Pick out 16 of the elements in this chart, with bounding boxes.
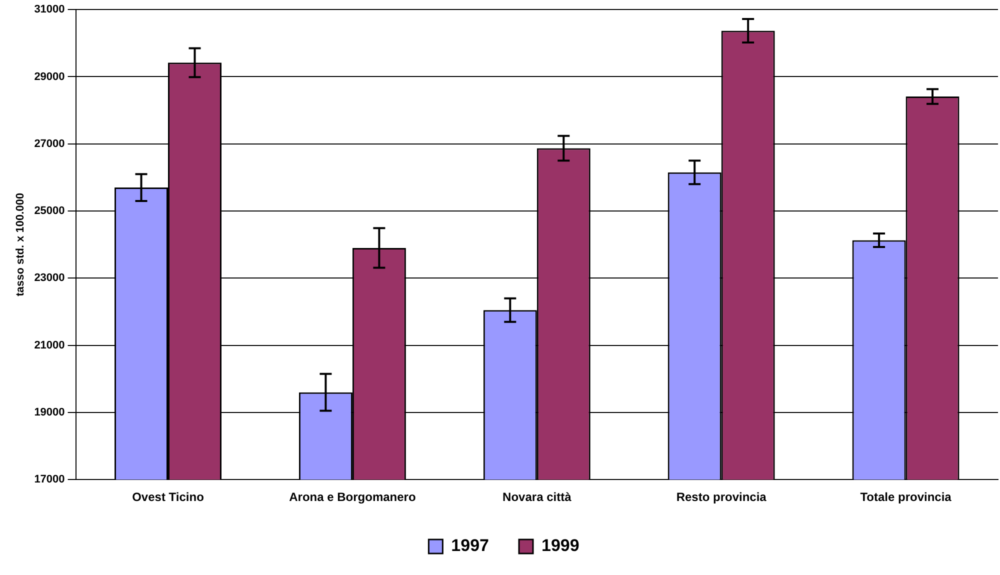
y-tick-label: 17000 xyxy=(34,474,65,486)
x-tick-label: Resto provincia xyxy=(676,490,767,504)
y-axis-title: tasso std. x 100.000 xyxy=(14,192,27,296)
y-tick-label: 31000 xyxy=(34,4,65,16)
x-tick-label: Ovest Ticino xyxy=(132,490,204,504)
y-tick-label: 23000 xyxy=(34,272,65,284)
x-tick-label: Arona e Borgomanero xyxy=(289,490,416,504)
y-tick-label: 21000 xyxy=(34,339,65,352)
legend-label: 1999 xyxy=(542,536,580,556)
y-tick-label: 25000 xyxy=(34,205,65,218)
x-tick-label: Novara città xyxy=(502,490,572,504)
y-tick-label: 19000 xyxy=(34,406,65,418)
legend-label: 1997 xyxy=(451,536,490,556)
y-tick-label: 27000 xyxy=(34,138,65,150)
x-tick-label: Totale provincia xyxy=(860,490,952,504)
y-tick-label: 29000 xyxy=(34,70,65,83)
